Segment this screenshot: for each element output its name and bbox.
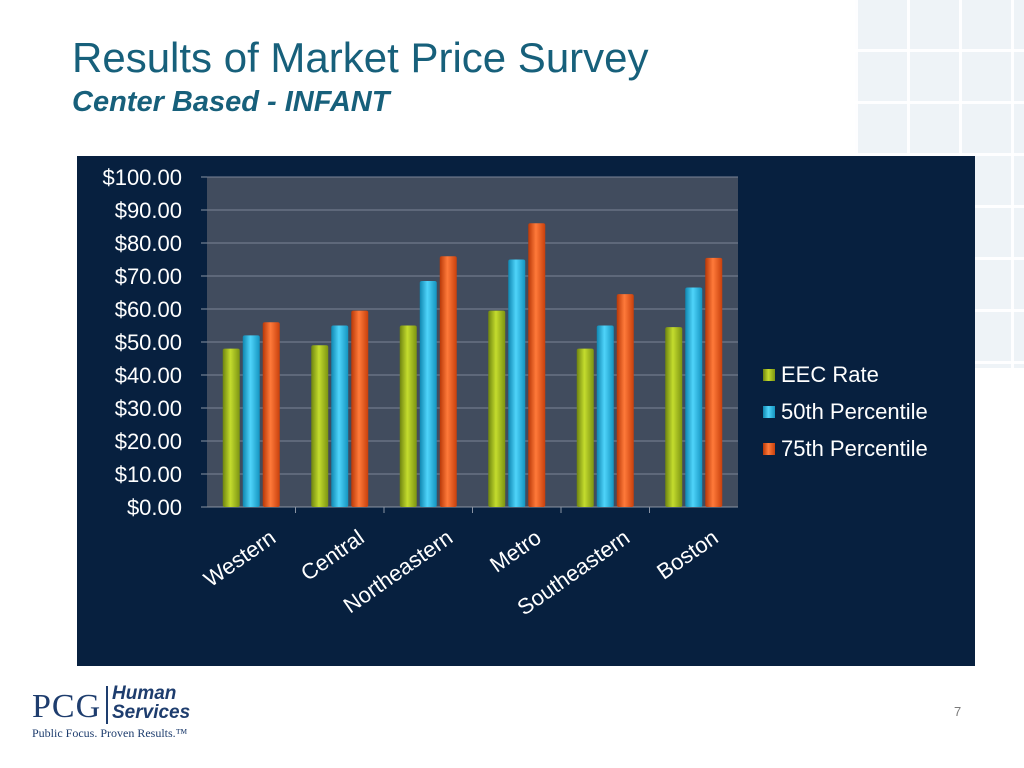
- bars: [222, 223, 723, 507]
- legend-label: EEC Rate: [781, 362, 879, 387]
- logo-unit-line2: Services: [112, 702, 191, 723]
- bar-75th-percentile: [616, 294, 634, 507]
- bar-50th-percentile: [596, 325, 614, 507]
- y-tick-label: $60.00: [115, 297, 182, 322]
- logo-tagline: Public Focus. Proven Results.™: [32, 726, 188, 740]
- x-tick-label: Metro: [485, 525, 545, 578]
- bar-50th-percentile: [419, 280, 437, 507]
- pcg-logo: PCG Human Services Public Focus. Proven …: [32, 683, 232, 746]
- y-tick-label: $40.00: [115, 363, 182, 388]
- bar-eec-rate: [488, 310, 506, 507]
- page-number: 7: [954, 704, 962, 719]
- bar-75th-percentile: [439, 256, 457, 507]
- y-tick-label: $30.00: [115, 396, 182, 421]
- x-tick-label: Central: [296, 525, 368, 586]
- y-tick-label: $50.00: [115, 330, 182, 355]
- y-tick-label: $70.00: [115, 264, 182, 289]
- bar-50th-percentile: [508, 259, 526, 507]
- logo-unit-line1: Human: [112, 683, 177, 704]
- legend-swatch: [763, 443, 775, 455]
- logo-divider: [106, 686, 108, 724]
- slide-title: Results of Market Price Survey: [72, 34, 649, 81]
- bar-75th-percentile: [262, 322, 280, 507]
- bar-eec-rate: [222, 348, 240, 507]
- bar-eec-rate: [665, 327, 683, 507]
- legend: EEC Rate 50th Percentile 75th Percentile: [763, 362, 928, 461]
- legend-swatch: [763, 406, 775, 418]
- y-tick-label: $20.00: [115, 429, 182, 454]
- y-tick-label: $100.00: [102, 165, 182, 190]
- grid-lines: [201, 176, 738, 513]
- slide-subtitle: Center Based - INFANT: [72, 86, 390, 118]
- bar-50th-percentile: [242, 335, 260, 507]
- bar-50th-percentile: [685, 287, 703, 507]
- legend-label: 75th Percentile: [781, 436, 928, 461]
- bar-50th-percentile: [331, 325, 349, 507]
- bar-75th-percentile: [351, 310, 369, 507]
- legend-label: 50th Percentile: [781, 399, 928, 424]
- x-tick-label: Boston: [652, 525, 722, 585]
- bar-75th-percentile: [528, 223, 546, 507]
- y-axis-ticks: $0.00 $10.00 $20.00 $30.00 $40.00 $50.00 $60.0…: [102, 165, 182, 520]
- legend-swatch: [763, 369, 775, 381]
- bar-eec-rate: [399, 325, 417, 507]
- bar-75th-percentile: [705, 257, 723, 507]
- bar-eec-rate: [576, 348, 594, 507]
- y-tick-label: $90.00: [115, 198, 182, 223]
- logo-brand: PCG: [32, 688, 102, 725]
- y-tick-label: $10.00: [115, 462, 182, 487]
- bar-chart: $0.00 $10.00 $20.00 $30.00 $40.00 $50.00 $60.0…: [102, 165, 928, 621]
- bar-eec-rate: [311, 345, 329, 507]
- chart-panel: $0.00 $10.00 $20.00 $30.00 $40.00 $50.00 $60.0…: [77, 156, 975, 666]
- y-tick-label: $0.00: [127, 495, 182, 520]
- y-tick-label: $80.00: [115, 231, 182, 256]
- x-tick-label: Western: [199, 525, 280, 592]
